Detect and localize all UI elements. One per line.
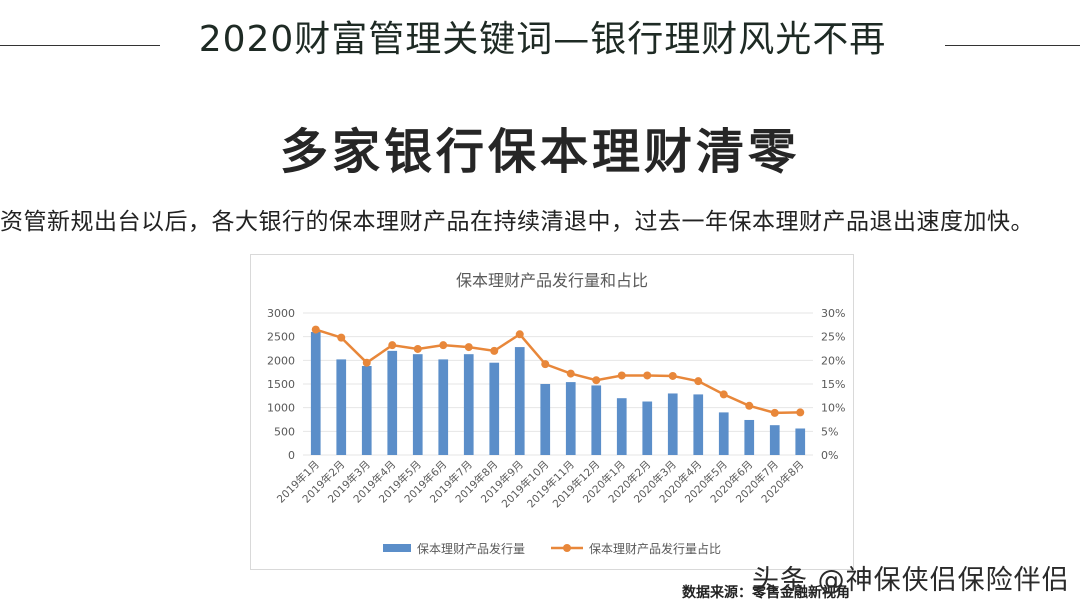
line-point xyxy=(439,341,448,350)
y-right-tick-label: 5% xyxy=(821,425,838,438)
y-left-tick-label: 1500 xyxy=(267,378,295,391)
line-point xyxy=(464,343,473,352)
y-left-tick-label: 2000 xyxy=(267,354,295,367)
line-point xyxy=(668,371,677,380)
y-right-tick-label: 0% xyxy=(821,449,838,462)
line-point xyxy=(770,408,779,417)
y-right-tick-label: 15% xyxy=(821,378,845,391)
legend-swatch-bar xyxy=(383,544,411,552)
source-note: 数据来源：零售金融新视角 xyxy=(682,585,850,601)
legend-label-bar: 保本理财产品发行量 xyxy=(417,541,525,556)
bar xyxy=(591,385,602,455)
bar xyxy=(310,331,321,455)
bar xyxy=(718,412,729,455)
slide-heading: 多家银行保本理财清零 xyxy=(279,124,800,180)
bar xyxy=(387,350,398,455)
page-title: 2020财富管理关键词—银行理财风光不再 xyxy=(198,19,887,60)
bar xyxy=(514,347,525,455)
line-point xyxy=(643,371,652,380)
line-point xyxy=(362,358,371,367)
line-point xyxy=(541,360,550,369)
bar xyxy=(438,359,449,455)
line-point xyxy=(566,369,575,378)
bar xyxy=(463,354,474,455)
y-left-tick-label: 3000 xyxy=(267,307,295,320)
y-right-tick-label: 30% xyxy=(821,307,845,320)
header-rule-right xyxy=(945,45,1080,46)
watermark-text: 头条 @神保侠侣保险伴侣 xyxy=(752,565,1070,596)
y-left-tick-label: 0 xyxy=(288,449,295,462)
bar xyxy=(336,359,347,455)
bar xyxy=(667,393,678,455)
line-point xyxy=(515,330,524,339)
line-point xyxy=(388,341,397,350)
line-point xyxy=(413,344,422,353)
y-left-tick-label: 500 xyxy=(274,425,295,438)
line-point xyxy=(719,390,728,399)
bar xyxy=(642,401,653,455)
bar xyxy=(795,428,806,455)
line-point xyxy=(337,333,346,342)
body-paragraph: 资管新规出台以后，各大银行的保本理财产品在持续清退中，过去一年保本理财产品退出速… xyxy=(0,209,1034,235)
bar xyxy=(769,425,780,455)
bar xyxy=(565,382,576,455)
chart-frame: 保本理财产品发行量和占比 0 500 1000 1500 2000 2500 3000 0% 5%… xyxy=(250,254,854,570)
line-point xyxy=(694,377,703,386)
line-point xyxy=(490,346,499,355)
bar xyxy=(744,419,755,455)
line-point xyxy=(311,325,320,334)
header-rule-left xyxy=(0,45,160,46)
y-left-tick-label: 1000 xyxy=(267,402,295,415)
line-point xyxy=(745,401,754,410)
bar xyxy=(412,354,423,455)
series-line xyxy=(315,328,801,415)
legend-label-line: 保本理财产品发行量占比 xyxy=(589,541,721,556)
y-left-tick-label: 2500 xyxy=(267,331,295,344)
bar xyxy=(540,384,551,455)
bar xyxy=(616,398,627,455)
chart-title: 保本理财产品发行量和占比 xyxy=(456,271,648,290)
bar xyxy=(361,366,372,455)
line-point xyxy=(617,371,626,380)
legend-marker-line xyxy=(563,544,571,552)
bar xyxy=(693,394,704,455)
y-right-tick-label: 10% xyxy=(821,402,845,415)
bar xyxy=(489,362,500,455)
combo-chart: 保本理财产品发行量和占比 0 500 1000 1500 2000 2500 3000 0% 5%… xyxy=(267,271,845,556)
y-right-tick-label: 20% xyxy=(821,354,845,367)
line-point xyxy=(592,376,601,385)
y-right-tick-label: 25% xyxy=(821,331,845,344)
line-point xyxy=(796,408,805,417)
